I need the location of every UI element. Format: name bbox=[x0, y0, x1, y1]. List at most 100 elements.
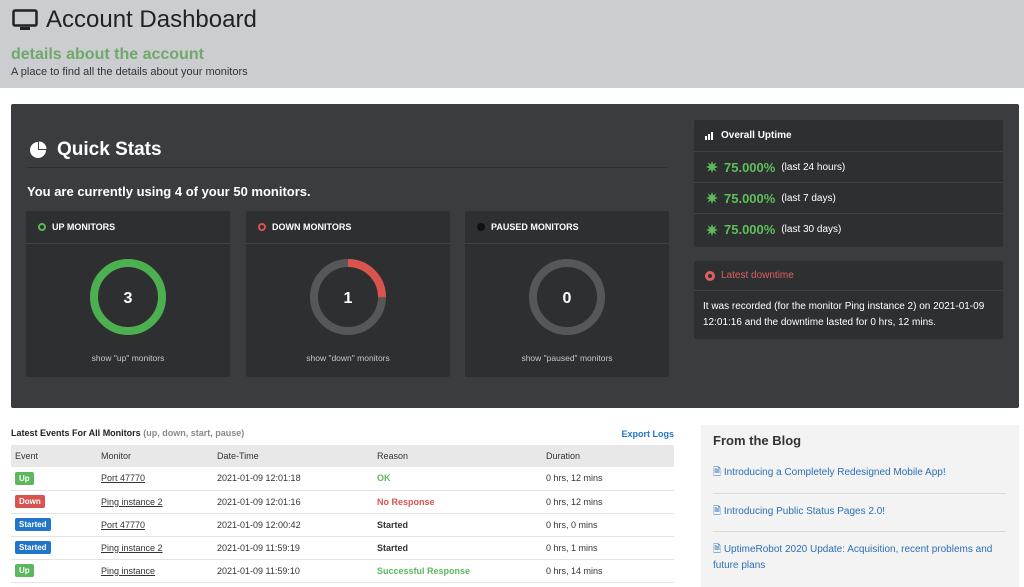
monitor-link[interactable]: Ping instance 2 bbox=[97, 536, 213, 560]
quick-stats-title: Quick Stats bbox=[57, 138, 162, 160]
up-monitors-label: UP MONITORS bbox=[52, 222, 116, 232]
table-row: Started Port 47770 2021-01-09 12:00:42 Star… bbox=[11, 513, 674, 537]
event-cell: Down bbox=[11, 490, 97, 514]
show-paused-monitors-link[interactable]: show "paused" monitors bbox=[521, 353, 613, 363]
divider bbox=[713, 531, 1006, 532]
event-badge: Up bbox=[15, 471, 34, 485]
page-title: Account Dashboard bbox=[12, 6, 257, 34]
monitor-link[interactable]: Ping instance 2 bbox=[97, 490, 213, 514]
reason-cell: Started bbox=[373, 513, 542, 537]
up-monitors-card: UP MONITORS 3 show "up" monitors bbox=[26, 211, 230, 377]
uptime-row: 75.000% (last 7 days) bbox=[694, 183, 1003, 214]
overall-uptime-header: Overall Uptime bbox=[694, 120, 1003, 152]
monitor-link[interactable]: Port 47770 bbox=[97, 513, 213, 537]
down-monitors-ring: 1 bbox=[310, 259, 386, 335]
column-header-duration: Duration bbox=[546, 451, 581, 461]
uptime-percent: 75.000% bbox=[724, 190, 776, 206]
table-row: Down Ping instance 2 2021-01-09 12:01:16 No… bbox=[11, 490, 674, 514]
datetime-cell: 2021-01-09 12:01:16 bbox=[213, 490, 373, 514]
column-header-datetime: Date-Time bbox=[217, 451, 259, 461]
blog-post-title[interactable]: UptimeRobot 2020 Update: Acquisition, re… bbox=[713, 544, 993, 571]
event-badge: Down bbox=[15, 495, 45, 508]
duration-cell: 0 hrs, 0 mins bbox=[542, 513, 674, 537]
paused-monitors-header: PAUSED MONITORS bbox=[465, 211, 669, 244]
down-monitors-label: DOWN MONITORS bbox=[272, 222, 352, 232]
events-title: Latest Events For All Monitors (up, down… bbox=[11, 428, 674, 438]
reason-cell: Successful Response bbox=[373, 559, 542, 583]
burst-icon bbox=[706, 192, 718, 204]
column-header-monitor: Monitor bbox=[101, 451, 132, 461]
uptime-period: (last 24 hours) bbox=[781, 161, 846, 173]
table-row: Up Ping instance 2021-01-09 11:59:10 Succes… bbox=[11, 559, 674, 583]
down-monitors-card: DOWN MONITORS 1 show "down" monitors bbox=[246, 211, 450, 377]
event-cell: Up bbox=[11, 467, 97, 491]
uptime-percent: 75.000% bbox=[724, 222, 776, 237]
page-subtitle: details about the account bbox=[11, 46, 204, 63]
uptime-row: 75.000% (last 30 days) bbox=[694, 214, 1003, 245]
event-badge: Started bbox=[15, 541, 51, 554]
reason-cell: Started bbox=[373, 536, 542, 560]
overall-uptime-panel: Overall Uptime 75.000% (last 24 hours) 7… bbox=[694, 120, 1003, 247]
quick-stats-section: Quick Stats You are currently using 4 of… bbox=[11, 104, 1019, 408]
blog-post-link[interactable]: 🗎 Introducing a Completely Redesigned Mo… bbox=[713, 467, 946, 478]
datetime-cell: 2021-01-09 11:59:10 bbox=[213, 559, 373, 583]
duration-cell: 0 hrs, 14 mins bbox=[542, 559, 674, 583]
monitor-icon bbox=[12, 9, 38, 30]
blog-title: From the Blog bbox=[713, 433, 802, 448]
reason-cell: No Response bbox=[373, 490, 542, 514]
column-header-event: Event bbox=[15, 451, 39, 461]
quick-stats-header: Quick Stats bbox=[27, 132, 667, 168]
events-subtitle: (up, down, start, pause) bbox=[143, 428, 245, 438]
datetime-cell: 2021-01-09 12:01:18 bbox=[213, 467, 373, 491]
blog-post-link[interactable]: 🗎 UptimeRobot 2020 Update: Acquisition, … bbox=[713, 544, 993, 571]
export-logs-link[interactable]: Export Logs bbox=[621, 429, 674, 439]
divider bbox=[713, 493, 1006, 494]
events-title-text: Latest Events For All Monitors bbox=[11, 428, 141, 438]
table-row: Up Port 47770 2021-01-09 12:01:18 OK 0 hrs, … bbox=[11, 467, 674, 491]
events-table: Event Monitor Date-Time Reason Duration … bbox=[11, 445, 674, 583]
monitor-usage-text: You are currently using 4 of your 50 mon… bbox=[27, 184, 311, 199]
column-header-reason: Reason bbox=[377, 451, 409, 461]
uptime-period: (last 7 days) bbox=[781, 192, 836, 204]
uptime-percent: 75.000% bbox=[724, 159, 776, 175]
latest-downtime-title: Latest downtime bbox=[721, 270, 794, 281]
paused-monitors-ring: 0 bbox=[529, 259, 605, 335]
reason-cell: OK bbox=[373, 467, 542, 491]
monitor-link[interactable]: Ping instance bbox=[97, 559, 213, 583]
paused-monitors-count: 0 bbox=[563, 290, 572, 307]
page-description: A place to find all the details about yo… bbox=[11, 66, 248, 78]
datetime-cell: 2021-01-09 12:00:42 bbox=[213, 513, 373, 537]
event-cell: Started bbox=[11, 536, 97, 560]
up-monitors-count: 3 bbox=[124, 290, 133, 307]
paused-monitors-label: PAUSED MONITORS bbox=[491, 222, 579, 232]
duration-cell: 0 hrs, 12 mins bbox=[542, 467, 674, 491]
show-down-monitors-link[interactable]: show "down" monitors bbox=[306, 353, 390, 363]
events-section: Latest Events For All Monitors (up, down… bbox=[11, 428, 674, 583]
latest-downtime-header: Latest downtime bbox=[694, 261, 1003, 291]
page-header: Account Dashboard details about the acco… bbox=[0, 0, 1024, 88]
status-dot-icon bbox=[477, 223, 485, 231]
events-table-header: Event Monitor Date-Time Reason Duration bbox=[11, 445, 674, 467]
monitor-link[interactable]: Port 47770 bbox=[97, 467, 213, 491]
down-monitors-count: 1 bbox=[344, 290, 353, 307]
alert-circle-icon bbox=[705, 270, 715, 281]
burst-icon bbox=[706, 161, 718, 173]
status-dot-icon bbox=[38, 223, 46, 231]
down-monitors-ring-arc bbox=[310, 259, 386, 335]
blog-post-link[interactable]: 🗎 Introducing Public Status Pages 2.0! bbox=[713, 506, 886, 517]
latest-downtime-panel: Latest downtime It was recorded (for the… bbox=[694, 261, 1003, 339]
bar-chart-icon bbox=[705, 132, 713, 140]
event-cell: Up bbox=[11, 559, 97, 583]
show-up-monitors-link[interactable]: show "up" monitors bbox=[91, 353, 165, 363]
status-dot-icon bbox=[258, 223, 266, 231]
event-badge: Up bbox=[15, 564, 34, 577]
duration-cell: 0 hrs, 12 mins bbox=[542, 490, 674, 514]
down-monitors-header: DOWN MONITORS bbox=[246, 211, 450, 244]
table-row: Started Ping instance 2 2021-01-09 11:59:1… bbox=[11, 536, 674, 560]
blog-post-title[interactable]: Introducing Public Status Pages 2.0! bbox=[723, 506, 886, 517]
pie-chart-icon bbox=[30, 141, 47, 158]
paused-monitors-card: PAUSED MONITORS 0 show "paused" monitors bbox=[465, 211, 669, 377]
burst-icon bbox=[706, 223, 718, 236]
blog-post-title[interactable]: Introducing a Completely Redesigned Mobi… bbox=[723, 467, 946, 478]
uptime-period: (last 30 days) bbox=[781, 224, 842, 235]
